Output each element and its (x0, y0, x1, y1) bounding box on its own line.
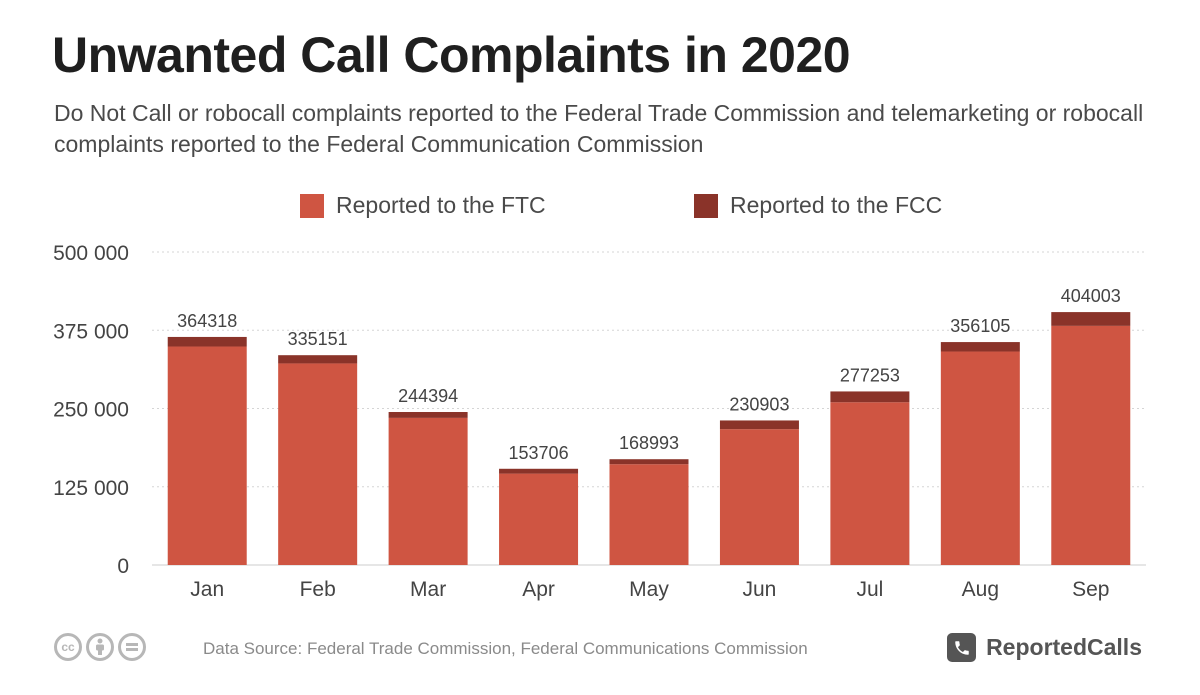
legend-swatch-ftc (300, 193, 324, 218)
phone-icon (947, 633, 977, 662)
bar-fcc-sep (1051, 312, 1131, 326)
x-tick-label: Jul (856, 578, 883, 601)
bar-fcc-aug (940, 342, 1020, 352)
x-tick-label: Sep (1072, 578, 1109, 601)
y-tick-label: 0 (117, 555, 129, 578)
legend-label-ftc: Reported to the FTC (336, 192, 546, 218)
data-label-aug: 356105 (950, 316, 1010, 336)
bar-fcc-jul (830, 391, 910, 403)
bar-ftc-apr (499, 473, 579, 565)
x-tick-label: Jun (743, 578, 777, 601)
bar-ftc-jun (719, 429, 799, 565)
legend-swatch-fcc (694, 193, 718, 218)
bar-ftc-may (609, 464, 689, 565)
brand-name: ReportedCalls (986, 634, 1142, 660)
bar-ftc-mar (388, 417, 468, 565)
data-label-feb: 335151 (288, 329, 348, 349)
x-tick-label: Mar (410, 578, 446, 601)
legend-label-fcc: Reported to the FCC (730, 192, 943, 218)
no-derivatives-icon (118, 633, 146, 661)
bar-chart: 0 125 000 250 000 375 000 500 000 364318 Jan 33… (53, 242, 1146, 601)
creative-commons-icon: cc (54, 633, 82, 661)
bar-fcc-may (609, 459, 689, 465)
data-label-may: 168993 (619, 433, 679, 453)
data-label-sep: 404003 (1061, 286, 1121, 306)
bar-fcc-feb (278, 355, 358, 364)
license-icons: cc (54, 633, 146, 661)
bar-ftc-aug (940, 351, 1020, 565)
data-label-apr: 153706 (509, 443, 569, 463)
brand-logo[interactable]: ReportedCalls (947, 633, 1142, 662)
bar-ftc-sep (1051, 325, 1131, 565)
legend: Reported to the FTC Reported to the FCC (0, 192, 1200, 224)
data-label-mar: 244394 (398, 386, 458, 406)
bar-ftc-jan (167, 346, 247, 565)
bar-fcc-mar (388, 412, 468, 418)
y-tick-label: 500 000 (53, 242, 129, 265)
legend-item-ftc: Reported to the FTC (300, 192, 546, 219)
y-tick-label: 125 000 (53, 477, 129, 500)
x-tick-label: Apr (522, 578, 555, 601)
data-label-jul: 277253 (840, 365, 900, 385)
y-tick-label: 375 000 (53, 320, 129, 343)
x-tick-label: Aug (962, 578, 999, 601)
bar-ftc-jul (830, 402, 910, 565)
data-label-jun: 230903 (729, 394, 789, 414)
x-tick-label: May (629, 578, 669, 601)
bar-fcc-jan (167, 336, 247, 347)
x-tick-label: Jan (190, 578, 224, 601)
x-tick-label: Feb (300, 578, 336, 601)
bar-ftc-feb (278, 363, 358, 565)
y-tick-label: 250 000 (53, 399, 129, 422)
chart-title: Unwanted Call Complaints in 2020 (52, 27, 851, 83)
bar-fcc-jun (719, 420, 799, 430)
chart-subtitle: Do Not Call or robocall complaints repor… (54, 100, 1144, 157)
legend-item-fcc: Reported to the FCC (694, 192, 942, 219)
data-source: Data Source: Federal Trade Commission, F… (203, 639, 808, 658)
data-label-jan: 364318 (177, 311, 237, 331)
bar-fcc-apr (499, 468, 579, 474)
attribution-icon (86, 633, 114, 661)
